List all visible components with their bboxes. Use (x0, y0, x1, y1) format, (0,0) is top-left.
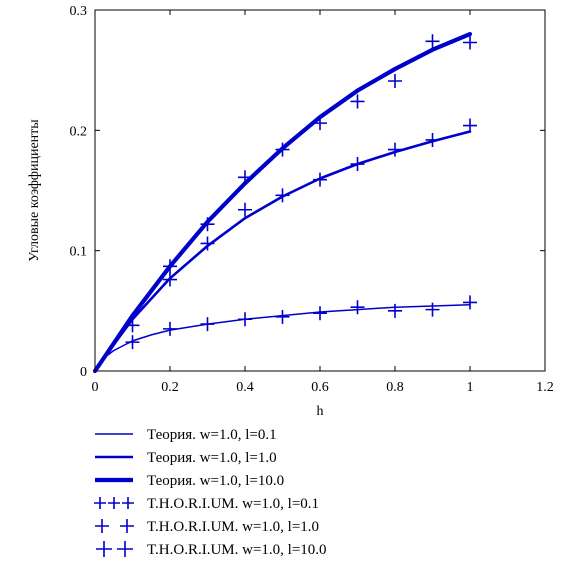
data-point-marker (313, 116, 327, 131)
data-point-marker (388, 73, 402, 88)
data-point-marker (463, 295, 477, 310)
legend-item: T.H.O.R.I.UM. w=1.0, l=10.0 (96, 541, 327, 558)
legend-marker-swatch (95, 519, 109, 533)
data-point-marker (350, 157, 365, 172)
legend-label: Теория. w=1.0, l=10.0 (147, 473, 284, 489)
x-tick-label: 0.2 (161, 380, 179, 395)
series-3 (92, 31, 473, 374)
legend-marker-swatch (94, 497, 106, 509)
legend-marker-swatch (108, 497, 120, 509)
legend-item: Теория. w=1.0, l=1.0 (95, 450, 277, 466)
series-4 (125, 295, 477, 350)
data-point-marker (163, 272, 177, 287)
data-point-marker (425, 132, 440, 147)
data-point-marker (200, 236, 215, 251)
data-point-marker (238, 202, 252, 217)
legend-item: Теория. w=1.0, l=10.0 (95, 473, 284, 489)
data-point-marker (200, 217, 215, 232)
x-axis-title: h (317, 404, 324, 419)
legend-item: Теория. w=1.0, l=0.1 (95, 427, 277, 443)
data-point-marker (350, 94, 365, 109)
y-tick-label: 0 (80, 365, 87, 380)
y-tick-label: 0.3 (70, 4, 88, 19)
plot-area (92, 9, 546, 374)
x-tick-label: 0.6 (311, 380, 329, 395)
data-point-marker (163, 259, 177, 274)
series-line (94, 304, 471, 372)
x-tick-label: 1 (467, 380, 474, 395)
data-point-marker (125, 335, 140, 350)
legend-marker-swatch (96, 541, 112, 557)
legend-label: T.H.O.R.I.UM. w=1.0, l=10.0 (147, 542, 327, 558)
x-tick-label: 0.8 (386, 380, 404, 395)
y-tick-label: 0.1 (70, 245, 88, 260)
data-point-marker (275, 309, 290, 324)
data-point-marker (350, 300, 365, 315)
data-point-marker (125, 318, 140, 333)
data-point-marker (238, 312, 252, 327)
legend-marker-swatch (122, 497, 134, 509)
legend-label: Теория. w=1.0, l=0.1 (147, 427, 277, 443)
data-point-marker (425, 302, 440, 317)
x-tick-label: 0.4 (236, 380, 254, 395)
legend-item: T.H.O.R.I.UM. w=1.0, l=0.1 (94, 496, 319, 512)
data-point-marker (163, 321, 177, 336)
x-tick-label: 1.2 (536, 380, 554, 395)
legend: Теория. w=1.0, l=0.1 Теория. w=1.0, l=1.0… (94, 427, 327, 558)
series-5 (125, 118, 477, 333)
data-point-marker (238, 170, 252, 185)
series-line (92, 31, 473, 374)
legend-label: T.H.O.R.I.UM. w=1.0, l=0.1 (147, 496, 319, 512)
x-axis: 0 0.2 0.4 0.6 0.8 1 1.2 (92, 10, 554, 395)
y-axis-title: Угловые коэффициенты (27, 119, 42, 262)
data-point-marker (388, 303, 402, 318)
legend-label: T.H.O.R.I.UM. w=1.0, l=1.0 (147, 519, 319, 535)
data-point-marker (275, 142, 290, 157)
legend-marker-swatch (120, 519, 134, 533)
data-point-marker (425, 34, 440, 49)
data-point-marker (388, 142, 402, 157)
data-point-marker (275, 188, 290, 203)
x-tick-label: 0 (92, 380, 99, 395)
data-point-marker (200, 317, 215, 332)
series-1 (94, 304, 471, 372)
data-point-marker (313, 172, 327, 187)
series-6 (163, 34, 477, 274)
legend-item: T.H.O.R.I.UM. w=1.0, l=1.0 (95, 519, 319, 535)
y-tick-label: 0.2 (70, 124, 88, 139)
data-point-marker (313, 306, 327, 321)
legend-marker-swatch (117, 541, 133, 557)
data-point-marker (463, 118, 477, 133)
y-axis: 0 0.1 0.2 0.3 (70, 4, 545, 380)
data-point-marker (463, 35, 477, 50)
legend-label: Теория. w=1.0, l=1.0 (147, 450, 277, 466)
